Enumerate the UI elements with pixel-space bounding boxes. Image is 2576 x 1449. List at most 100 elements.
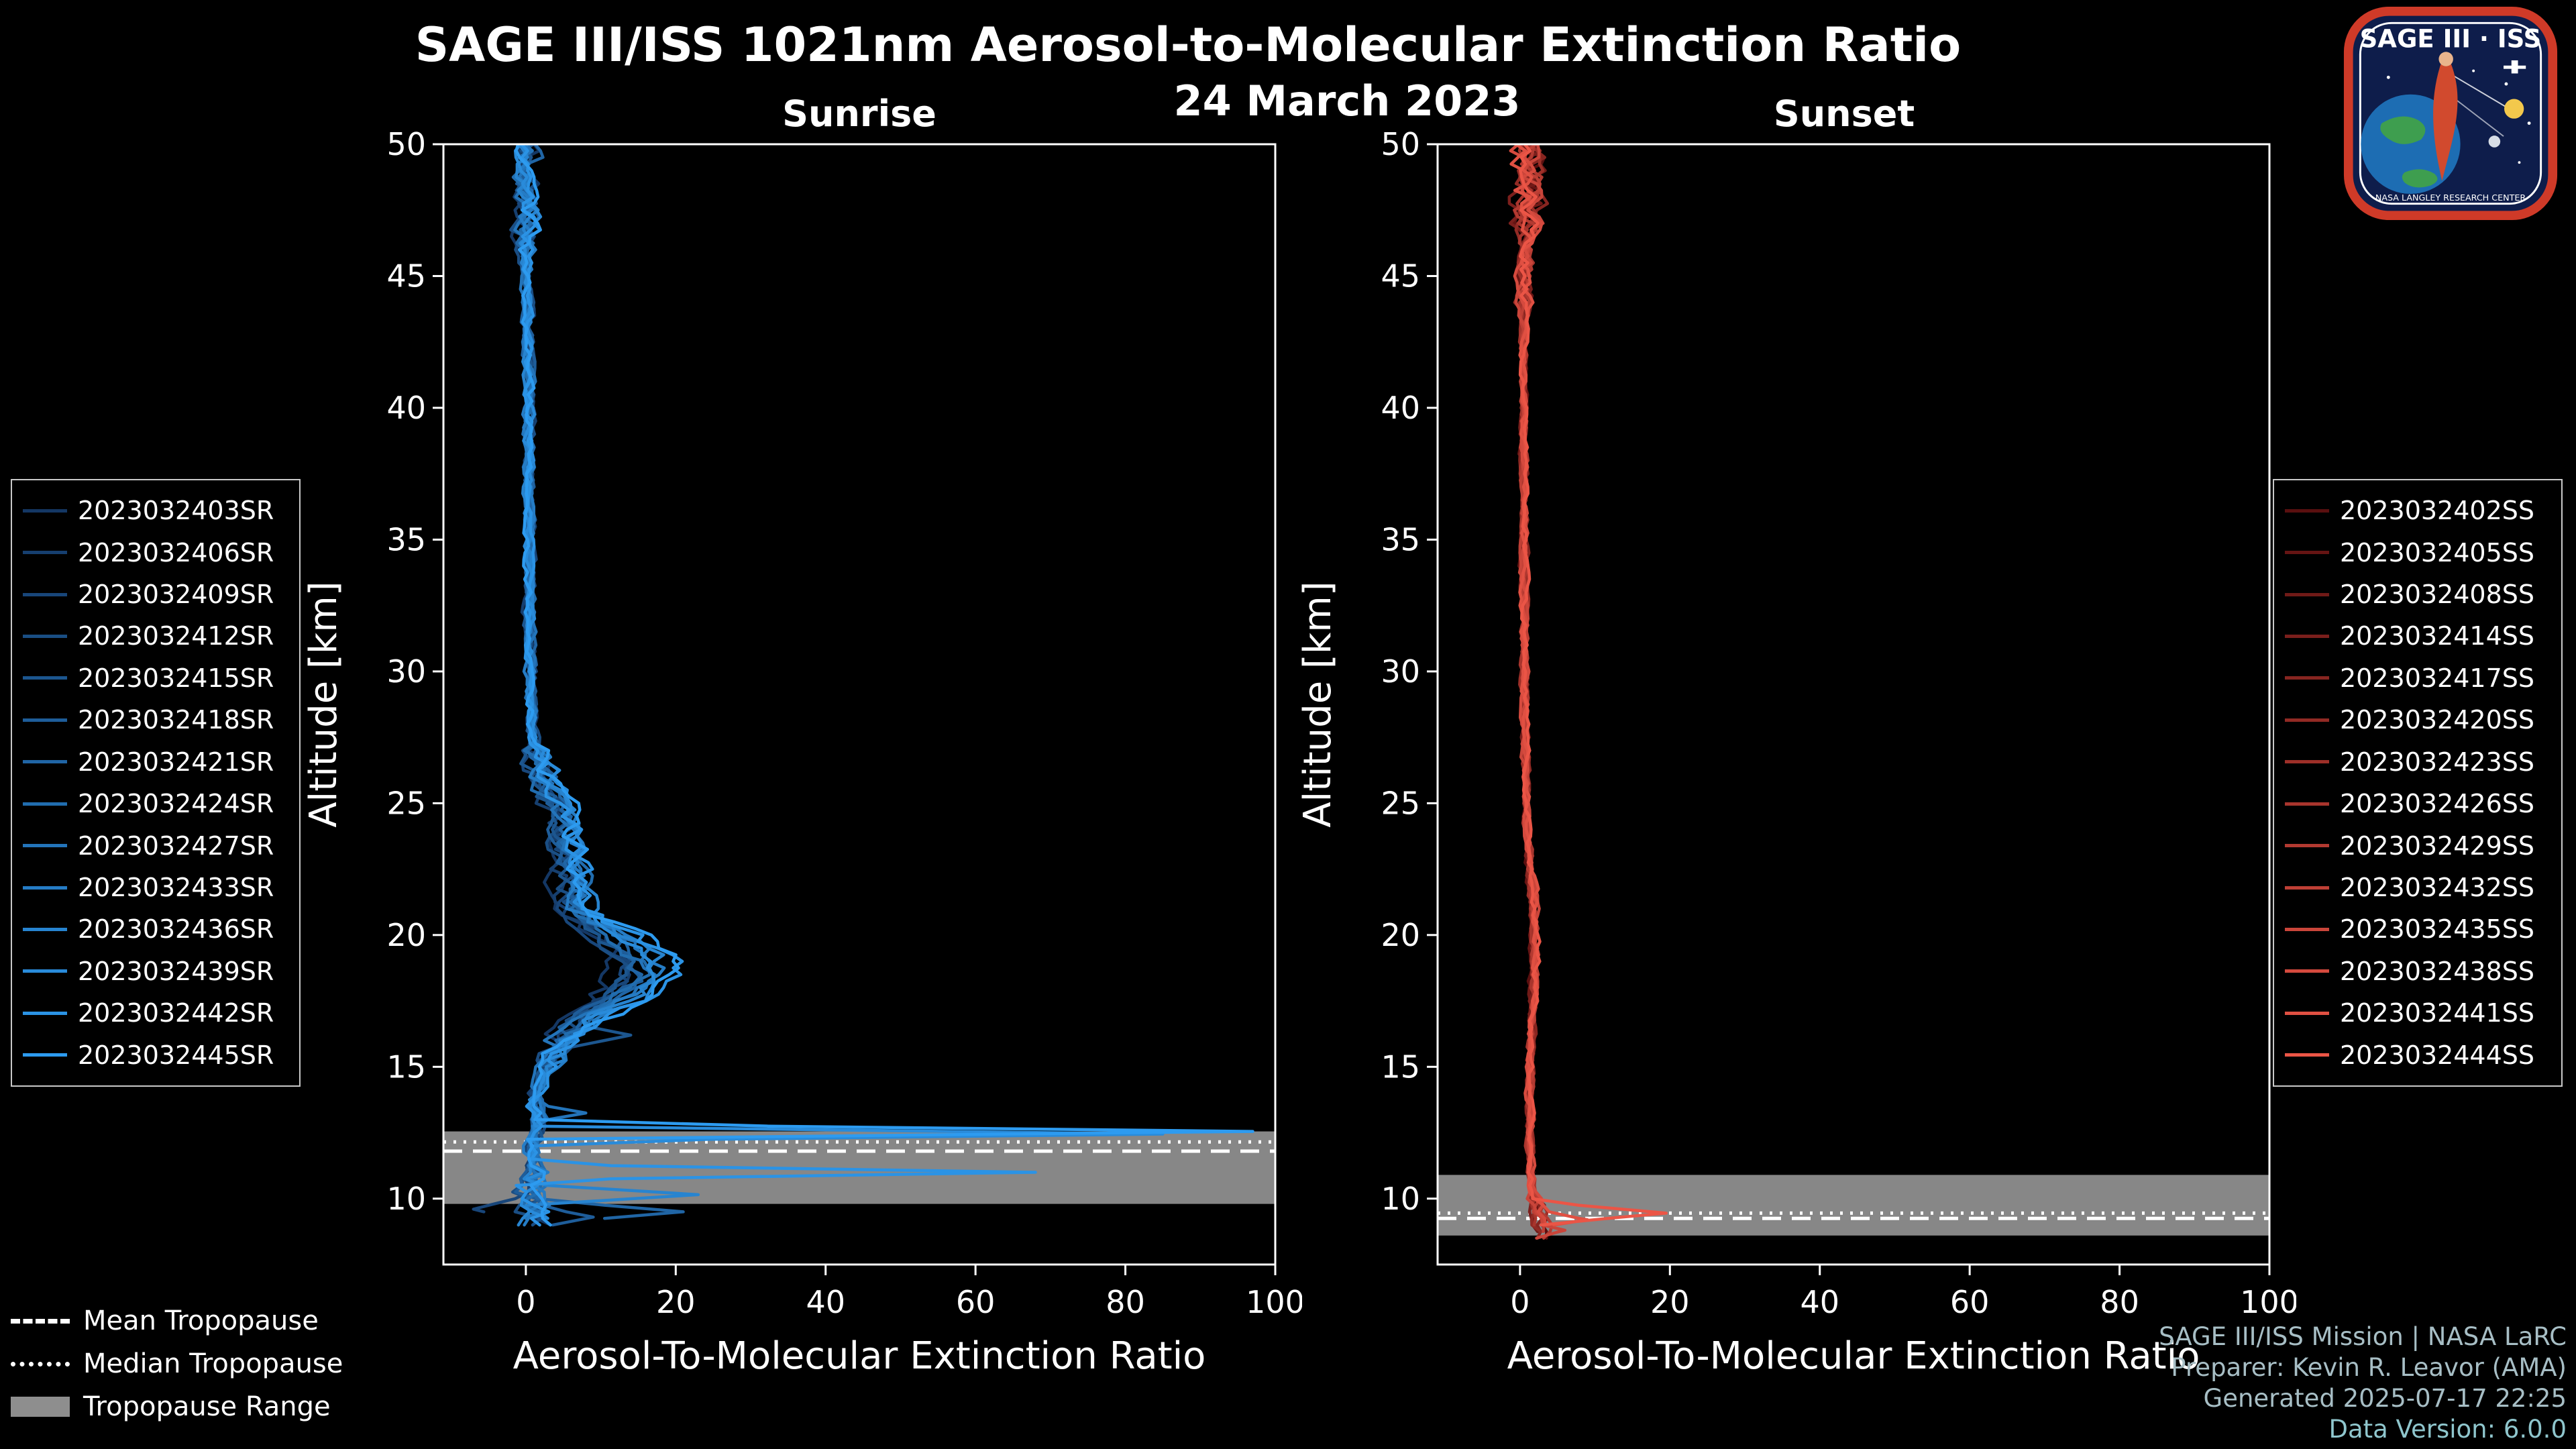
svg-text:35: 35 bbox=[1381, 521, 1420, 557]
legend-label: 2023032427SR bbox=[78, 830, 274, 861]
legend-line-sample bbox=[2285, 760, 2329, 764]
credit-preparer: Preparer: Kevin R. Leavor (AMA) bbox=[2171, 1353, 2567, 1382]
legend-item: 2023032435SS bbox=[2285, 910, 2551, 949]
legend-item: 2023032417SS bbox=[2285, 659, 2551, 698]
figure-date: 24 March 2023 bbox=[1173, 76, 1521, 125]
svg-text:80: 80 bbox=[1106, 1284, 1145, 1320]
tropopause-range-band bbox=[1438, 1175, 2269, 1236]
legend-item: 2023032436SR bbox=[23, 910, 288, 949]
svg-text:40: 40 bbox=[1381, 390, 1420, 426]
sunset-legend: 2023032402SS 2023032405SS 2023032408SS 2023… bbox=[2273, 479, 2563, 1087]
legend-item: 2023032427SR bbox=[23, 826, 288, 865]
legend-label: 2023032436SR bbox=[78, 914, 274, 945]
logo-figure bbox=[2433, 60, 2458, 181]
credit-data-version: Data Version: 6.0.0 bbox=[2328, 1415, 2567, 1444]
median-tropopause-label: Median Tropopause bbox=[83, 1348, 343, 1379]
legend-label: 2023032441SS bbox=[2340, 998, 2535, 1028]
y-ticks: 10 15 20 25 30 35 40 45 50 bbox=[1381, 126, 1438, 1217]
legend-line-sample bbox=[2285, 551, 2329, 555]
legend-line-sample bbox=[2285, 885, 2329, 890]
svg-text:40: 40 bbox=[1800, 1284, 1839, 1320]
legend-item: 2023032405SS bbox=[2285, 533, 2551, 572]
profile-line-2023032439SR bbox=[513, 144, 1165, 1220]
legend-label: 2023032405SS bbox=[2340, 537, 2535, 568]
legend-line-sample bbox=[23, 969, 67, 973]
legend-line-sample bbox=[23, 844, 67, 848]
svg-text:40: 40 bbox=[806, 1284, 845, 1320]
legend-label: 2023032421SR bbox=[78, 747, 274, 777]
legend-item: 2023032414SS bbox=[2285, 616, 2551, 655]
legend-item: 2023032439SR bbox=[23, 952, 288, 991]
svg-text:100: 100 bbox=[1246, 1284, 1302, 1320]
svg-text:30: 30 bbox=[386, 653, 426, 690]
legend-line-sample bbox=[2285, 592, 2329, 596]
profile-line-2023032427SR bbox=[513, 144, 657, 1220]
legend-label: 2023032412SR bbox=[78, 621, 274, 651]
svg-text:50: 50 bbox=[1381, 126, 1420, 162]
sage-iss-logo: SAGE III · ISS NASA LANGLEY RESEARCH CEN… bbox=[2343, 6, 2558, 221]
legend-label: 2023032439SR bbox=[78, 956, 274, 986]
x-axis-label: Aerosol-To-Molecular Extinction Ratio bbox=[513, 1334, 1206, 1372]
sunset-plot: 0 20 40 60 80 100 10 15 20 25 30 35 40 45 50 Aerosol-To… bbox=[1290, 124, 2299, 1378]
profile-lines bbox=[472, 144, 1254, 1227]
credit-mission: SAGE III/ISS Mission | NASA LaRC bbox=[2159, 1322, 2567, 1351]
legend-label: 2023032444SS bbox=[2340, 1040, 2535, 1070]
legend-item: 2023032415SR bbox=[23, 659, 288, 698]
svg-text:25: 25 bbox=[386, 785, 426, 821]
svg-text:80: 80 bbox=[2100, 1284, 2139, 1320]
dashed-line-sample bbox=[11, 1318, 70, 1324]
legend-item: 2023032438SS bbox=[2285, 952, 2551, 991]
profile-line-2023032441SS bbox=[1509, 144, 1589, 1227]
legend-item: 2023032412SR bbox=[23, 616, 288, 655]
svg-text:35: 35 bbox=[386, 521, 426, 557]
legend-line-sample bbox=[2285, 802, 2329, 806]
legend-item: 2023032442SR bbox=[23, 994, 288, 1032]
legend-item: 2023032426SS bbox=[2285, 784, 2551, 823]
legend-label: 2023032414SS bbox=[2340, 621, 2535, 651]
legend-line-sample bbox=[2285, 718, 2329, 722]
legend-line-sample bbox=[23, 676, 67, 680]
range-band-sample bbox=[11, 1397, 70, 1417]
legend-item: 2023032444SS bbox=[2285, 1036, 2551, 1075]
svg-text:20: 20 bbox=[1650, 1284, 1690, 1320]
figure-head bbox=[2438, 52, 2453, 66]
sunset-panel-title: Sunset bbox=[1773, 93, 1915, 135]
credit-generated: Generated 2025-07-17 22:25 bbox=[2203, 1384, 2567, 1413]
mean-tropopause-label: Mean Tropopause bbox=[83, 1305, 319, 1336]
svg-text:100: 100 bbox=[2240, 1284, 2296, 1320]
legend-item: 2023032408SS bbox=[2285, 575, 2551, 614]
svg-text:20: 20 bbox=[656, 1284, 696, 1320]
median-tropopause-legend-item: Median Tropopause bbox=[11, 1347, 343, 1381]
svg-text:50: 50 bbox=[386, 126, 426, 162]
svg-text:10: 10 bbox=[1381, 1181, 1420, 1217]
legend-label: 2023032438SS bbox=[2340, 956, 2535, 986]
profile-lines bbox=[1507, 144, 1668, 1240]
tropopause-range-label: Tropopause Range bbox=[83, 1391, 331, 1422]
legend-label: 2023032423SS bbox=[2340, 747, 2535, 777]
sunrise-legend: 2023032403SR 2023032406SR 2023032409SR 2023… bbox=[11, 479, 301, 1087]
legend-item: 2023032421SR bbox=[23, 743, 288, 782]
iss-icon bbox=[2504, 60, 2526, 74]
legend-item: 2023032441SS bbox=[2285, 994, 2551, 1032]
logo-inner-ring bbox=[2359, 21, 2542, 205]
y-ticks: 10 15 20 25 30 35 40 45 50 bbox=[386, 126, 443, 1217]
legend-line-sample bbox=[23, 551, 67, 555]
svg-text:60: 60 bbox=[1950, 1284, 1990, 1320]
legend-item: 2023032432SS bbox=[2285, 868, 2551, 907]
legend-line-sample bbox=[2285, 1053, 2329, 1057]
svg-text:60: 60 bbox=[956, 1284, 996, 1320]
earth-landmass-2 bbox=[2402, 169, 2438, 188]
svg-text:15: 15 bbox=[386, 1049, 426, 1085]
profile-line-2023032442SR bbox=[515, 144, 1037, 1227]
legend-label: 2023032442SR bbox=[78, 998, 274, 1028]
profile-line-2023032445SR bbox=[515, 144, 1254, 1227]
sunrise-plot: 0 20 40 60 80 100 10 15 20 25 30 35 40 45 50 Aerosol-To… bbox=[296, 124, 1305, 1378]
legend-line-sample bbox=[23, 718, 67, 722]
axes-frame bbox=[1436, 143, 2271, 1266]
legend-item: 2023032433SR bbox=[23, 868, 288, 907]
earth-landmass bbox=[2380, 116, 2426, 144]
legend-item: 2023032429SS bbox=[2285, 826, 2551, 865]
x-ticks: 0 20 40 60 80 100 bbox=[1510, 1265, 2299, 1320]
legend-label: 2023032426SS bbox=[2340, 789, 2535, 819]
